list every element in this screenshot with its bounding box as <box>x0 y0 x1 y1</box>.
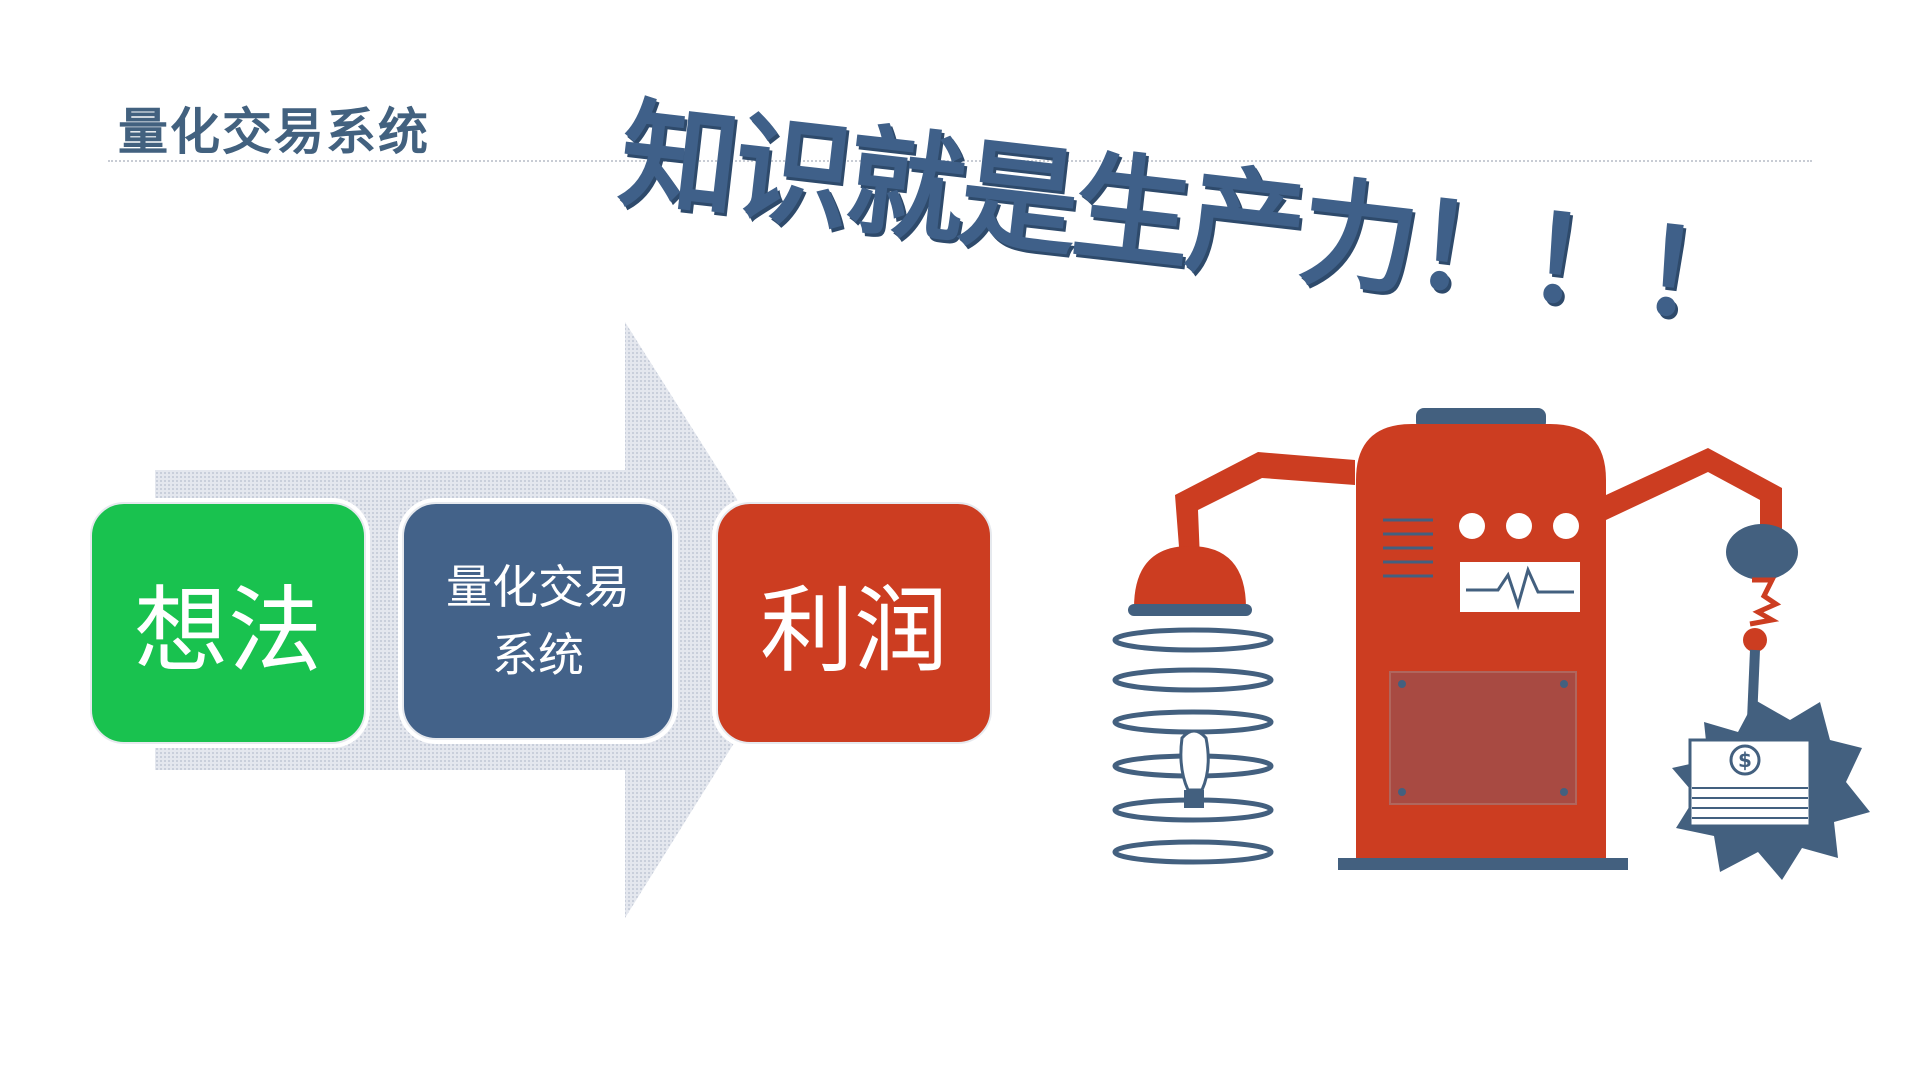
step-quant-system-label: 量化交易系统 <box>446 560 630 682</box>
dollar-sign: $ <box>1738 748 1752 772</box>
gripper-head <box>1726 524 1798 580</box>
step-profit: 利润 <box>716 502 992 744</box>
indicator-lights <box>1459 513 1579 539</box>
dollar-bills-icon: $ <box>1688 738 1812 828</box>
step-quant-system: 量化交易系统 <box>402 502 674 740</box>
right-arm <box>1606 448 1782 560</box>
robot-machine-icon: $ <box>1112 408 1870 880</box>
step-profit-label: 利润 <box>759 577 948 686</box>
lamp-shade <box>1134 546 1246 608</box>
left-arm <box>1175 452 1355 560</box>
step-idea-label: 想法 <box>133 577 322 686</box>
machine-panel <box>1389 671 1577 805</box>
slide-title: 量化交易系统 <box>118 103 430 161</box>
step-idea: 想法 <box>90 502 366 744</box>
title-divider <box>108 160 1812 162</box>
vent-lines <box>1383 518 1433 578</box>
pulse-monitor <box>1460 562 1580 612</box>
lightbulb-icon <box>1179 729 1210 808</box>
